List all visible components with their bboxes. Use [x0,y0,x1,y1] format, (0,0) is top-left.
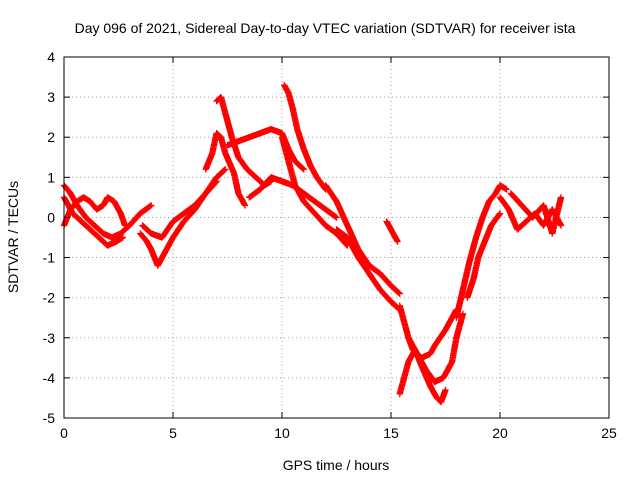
series-track-18 [453,182,510,321]
series-track-14 [383,218,401,245]
y-tick-label: -1 [43,250,56,266]
series-track-6 [202,130,249,209]
series-track-5 [139,178,220,241]
y-tick-label: 3 [47,89,55,105]
series-track-21 [507,190,565,237]
data-point-markers [281,81,329,193]
series-track-19 [464,210,504,301]
y-tick-label: -3 [43,330,56,346]
series-track-10 [281,81,329,193]
data-point-markers [453,182,510,321]
y-tick-label: 1 [47,169,55,185]
data-point-markers [139,178,220,241]
series-track-13 [333,226,403,313]
data-point-markers [507,190,565,237]
y-tick-label: -4 [43,370,56,386]
axis-ticks: 0 5 10 15 20 25 -5 -4 -3 -2 -1 0 1 2 3 4 [43,49,617,441]
x-tick-label: 5 [169,425,177,441]
x-tick-label: 25 [601,425,617,441]
data-point-markers [405,310,467,386]
data-point-markers [333,226,403,313]
x-tick-label: 0 [60,425,68,441]
x-axis-label: GPS time / hours [283,457,390,473]
series-track-17 [405,310,467,386]
series-track-15 [396,302,460,361]
series-track-12 [322,182,403,297]
x-tick-label: 10 [274,425,290,441]
plot-frame [63,56,610,419]
y-tick-label: -5 [43,410,56,426]
series-track-11 [278,134,351,249]
x-tick-label: 15 [383,425,399,441]
data-point-markers [396,302,460,361]
data-point-markers [464,210,504,301]
data-point-markers [322,182,403,297]
y-tick-label: 0 [47,209,55,225]
data-layer [60,81,565,406]
chart-title: Day 096 of 2021, Sidereal Day-to-day VTE… [75,20,576,36]
data-point-markers [202,130,249,209]
y-tick-label: -2 [43,290,56,306]
data-point-markers [383,218,401,245]
y-tick-label: 2 [47,129,55,145]
y-tick-label: 4 [47,49,55,65]
x-tick-label: 20 [492,425,508,441]
data-point-markers [278,134,351,249]
y-axis-label: SDTVAR / TECUs [5,181,21,293]
